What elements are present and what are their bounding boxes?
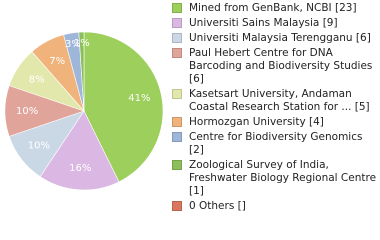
pie-slice xyxy=(83,31,164,183)
legend-label: Hormozgan University [4] xyxy=(189,116,324,128)
legend-label: Universiti Malaysia Terengganu [6] xyxy=(189,32,371,44)
slice-label: 16% xyxy=(69,163,91,174)
legend-label: Paul Hebert Centre for DNA Barcoding and… xyxy=(189,47,373,85)
slice-label: 1% xyxy=(74,38,90,49)
legend-label: 0 Others [] xyxy=(189,200,246,212)
legend-swatch xyxy=(172,3,182,13)
slice-label: 3% xyxy=(65,39,81,50)
legend-item: 0 Others [] xyxy=(172,200,377,213)
legend-swatch xyxy=(172,160,182,170)
legend-label: Centre for Biodiversity Genomics [2] xyxy=(189,131,363,156)
pie-chart: 41% 16% 10% 10% 8% 7%3%1% xyxy=(4,31,164,191)
legend-swatch xyxy=(172,33,182,43)
slice-label: 41% xyxy=(128,93,150,104)
legend-item: Kasetsart University, Andaman Coastal Re… xyxy=(172,88,377,114)
pie-slice xyxy=(78,31,85,112)
slice-label: 10% xyxy=(28,141,50,152)
legend-swatch xyxy=(172,18,182,28)
legend-swatch xyxy=(172,201,182,211)
legend-label: Universiti Sains Malaysia [9] xyxy=(189,17,338,29)
slice-label: 8% xyxy=(29,74,45,85)
legend-item: Universiti Sains Malaysia [9] xyxy=(172,17,377,30)
legend-item: Universiti Malaysia Terengganu [6] xyxy=(172,32,377,45)
legend-label: Kasetsart University, Andaman Coastal Re… xyxy=(189,88,370,113)
legend-swatch xyxy=(172,132,182,142)
slice-label: 7% xyxy=(49,56,65,67)
legend-item: Paul Hebert Centre for DNA Barcoding and… xyxy=(172,47,377,86)
legend: Mined from GenBank, NCBI [23] Universiti … xyxy=(172,2,377,213)
legend-swatch xyxy=(172,117,182,127)
legend-item: Hormozgan University [4] xyxy=(172,116,377,129)
slice-label: 10% xyxy=(16,106,38,117)
legend-swatch xyxy=(172,48,182,58)
pie-slice xyxy=(39,110,120,191)
legend-item: Mined from GenBank, NCBI [23] xyxy=(172,2,377,15)
legend-item: Zoological Survey of India, Freshwater B… xyxy=(172,159,377,198)
legend-swatch xyxy=(172,89,182,99)
legend-label: Zoological Survey of India, Freshwater B… xyxy=(189,159,377,197)
legend-item: Centre for Biodiversity Genomics [2] xyxy=(172,131,377,157)
legend-label: Mined from GenBank, NCBI [23] xyxy=(189,2,357,14)
